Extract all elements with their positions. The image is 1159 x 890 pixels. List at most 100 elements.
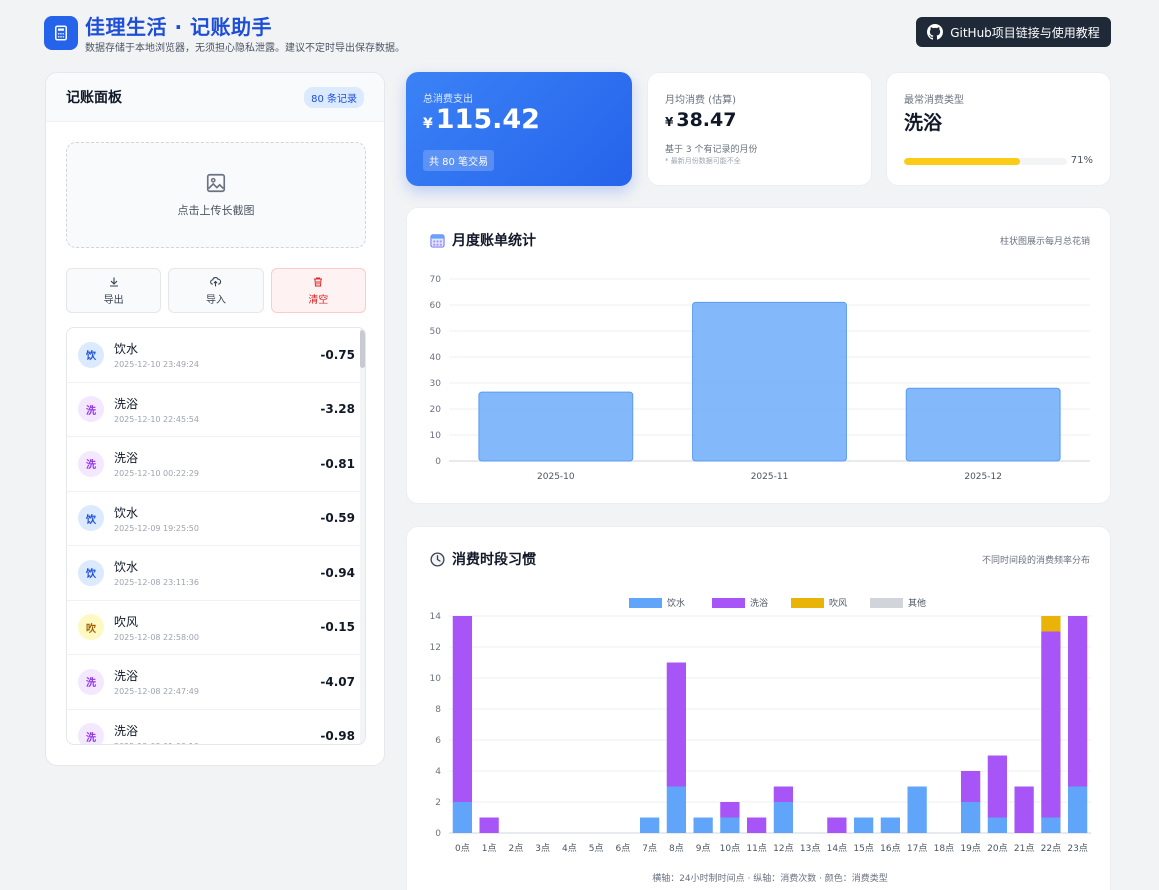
top-category-percent: 71% [1070, 155, 1093, 166]
clear-button[interactable]: 清空 [270, 268, 366, 313]
github-link-button[interactable]: GitHub项目链接与使用教程 [916, 17, 1111, 47]
upload-screenshot-dropzone[interactable]: 点击上传长截图 [66, 142, 366, 248]
x-tick-label: 2025-10 [537, 472, 575, 482]
record-amount: -0.59 [320, 511, 355, 526]
currency-symbol: ¥ [665, 115, 674, 129]
top-category-card: 最常消费类型 洗浴 71% [886, 72, 1111, 186]
legend-label: 吹风 [829, 597, 847, 609]
record-row[interactable]: 饮饮水 2025-12-09 19:25:50 -0.59 [67, 492, 365, 546]
x-tick-label: 2点 [509, 843, 524, 854]
record-name: 饮水 [114, 560, 139, 575]
x-tick-label: 15点 [853, 843, 873, 854]
y-tick-label: 30 [430, 379, 442, 389]
hourly-bar-segment [720, 802, 740, 818]
hourly-bar-segment [1067, 616, 1088, 787]
monthly-average-disclaimer: * 最新月份数据可能不全 [665, 157, 741, 165]
record-time: 2025-12-10 00:22:29 [114, 469, 199, 479]
clear-label: 清空 [308, 294, 329, 306]
record-amount: -0.98 [320, 729, 355, 744]
record-row[interactable]: 饮饮水 2025-12-10 23:49:24 -0.75 [67, 328, 365, 383]
y-tick-label: 2 [435, 798, 441, 808]
record-row[interactable]: 洗洗浴 2025-12-08 22:47:49 -4.07 [67, 655, 365, 710]
hourly-bar-segment [1067, 786, 1088, 833]
hourly-chart-hint: 不同时间段的消费频率分布 [981, 555, 1090, 566]
legend-swatch [870, 598, 903, 608]
x-tick-label: 8点 [669, 843, 684, 854]
record-amount: -0.81 [320, 456, 355, 471]
record-time: 2025-12-10 23:49:24 [114, 360, 199, 370]
monthly-average-note: 基于 3 个有记录的月份 [665, 145, 758, 155]
hourly-bar-segment [960, 771, 981, 802]
monthly-chart-hint: 柱状图展示每月总花销 [999, 236, 1090, 247]
monthly-bar [692, 301, 847, 462]
x-tick-label: 3点 [535, 843, 550, 854]
record-info: 洗浴 2025-12-10 00:22:29 [114, 449, 320, 478]
x-tick-label: 18点 [934, 843, 954, 854]
app-title: 佳理生活 · 记账助手 [85, 15, 273, 39]
y-tick-label: 6 [435, 736, 441, 746]
record-name: 饮水 [114, 505, 139, 520]
legend-swatch [791, 598, 824, 608]
hourly-bar-segment [746, 817, 767, 833]
hourly-bar-segment [960, 802, 981, 833]
x-tick-label: 16点 [880, 843, 900, 854]
total-spend-value: ¥115.42 [423, 104, 540, 135]
ledger-panel: 记账面板 80 条记录 点击上传长截图 导出 导入 清空 [45, 72, 385, 766]
total-spend-amount: 115.42 [435, 104, 540, 135]
legend-label: 洗浴 [750, 597, 768, 609]
hourly-bar-segment [987, 755, 1008, 818]
github-icon [927, 24, 944, 40]
y-tick-label: 8 [435, 705, 441, 715]
transaction-count-pill: 共 80 笔交易 [423, 150, 495, 171]
record-name: 饮水 [114, 342, 139, 357]
import-button[interactable]: 导入 [168, 268, 264, 313]
hourly-bar-segment [1041, 631, 1061, 818]
record-time: 2025-12-08 23:11:36 [114, 578, 199, 588]
hourly-bar-segment [827, 817, 847, 833]
record-row[interactable]: 吹吹风 2025-12-08 22:58:00 -0.15 [67, 601, 365, 655]
scrollbar-track[interactable] [360, 328, 365, 744]
x-tick-label: 4点 [562, 843, 577, 854]
record-row[interactable]: 洗洗浴 2025-12-10 00:22:29 -0.81 [67, 437, 365, 492]
x-tick-label: 12点 [773, 843, 793, 854]
hourly-bar-segment [720, 817, 740, 833]
x-tick-label: 9点 [696, 843, 711, 854]
github-link-label: GitHub项目链接与使用教程 [950, 25, 1100, 40]
scrollbar-thumb[interactable] [360, 330, 365, 368]
monthly-chart-title-text: 月度账单统计 [452, 233, 536, 249]
record-row[interactable]: 洗洗浴 2025-12-08 01:09:10-0.98 [67, 710, 365, 744]
record-info: 吹风 2025-12-08 22:58:00 [114, 613, 320, 642]
hourly-bar-segment [666, 786, 687, 833]
x-tick-label: 19点 [960, 843, 980, 854]
record-time: 2025-12-09 19:25:50 [114, 523, 199, 533]
record-avatar: 饮 [78, 341, 104, 368]
total-spend-card: 总消费支出 ¥115.42 共 80 笔交易 [406, 72, 632, 186]
x-tick-label: 21点 [1014, 843, 1034, 854]
total-spend-label: 总消费支出 [423, 94, 473, 105]
y-tick-label: 0 [435, 829, 441, 839]
record-avatar: 吹 [78, 614, 104, 641]
export-button[interactable]: 导出 [66, 268, 162, 313]
y-tick-label: 50 [430, 327, 442, 337]
record-row[interactable]: 洗洗浴 2025-12-10 22:45:54 -3.28 [67, 383, 365, 437]
import-label: 导入 [205, 295, 226, 306]
hourly-bar-segment [479, 817, 499, 833]
record-amount: -0.94 [320, 565, 355, 580]
hourly-bar-segment [1041, 817, 1061, 833]
legend-swatch [712, 598, 745, 608]
record-amount: -0.75 [320, 347, 355, 362]
record-list[interactable]: 饮饮水 2025-12-10 23:49:24 -0.75 洗洗浴 2025-12-10… [66, 327, 366, 745]
export-label: 导出 [103, 294, 124, 306]
record-info: 洗浴 2025-12-08 01:09:10 [114, 722, 320, 744]
calendar-icon [430, 233, 445, 248]
x-tick-label: 11点 [746, 843, 766, 854]
record-time: 2025-12-08 22:58:00 [114, 632, 199, 642]
cloud-upload-icon [210, 277, 222, 287]
hourly-bar-segment [880, 817, 901, 833]
trash-icon [314, 277, 323, 286]
x-tick-label: 7点 [642, 843, 657, 854]
record-row[interactable]: 饮饮水 2025-12-08 23:11:36 -0.94 [67, 546, 365, 601]
clock-icon [430, 551, 445, 567]
hourly-bar-segment [987, 817, 1008, 833]
record-avatar: 洗 [78, 723, 104, 744]
